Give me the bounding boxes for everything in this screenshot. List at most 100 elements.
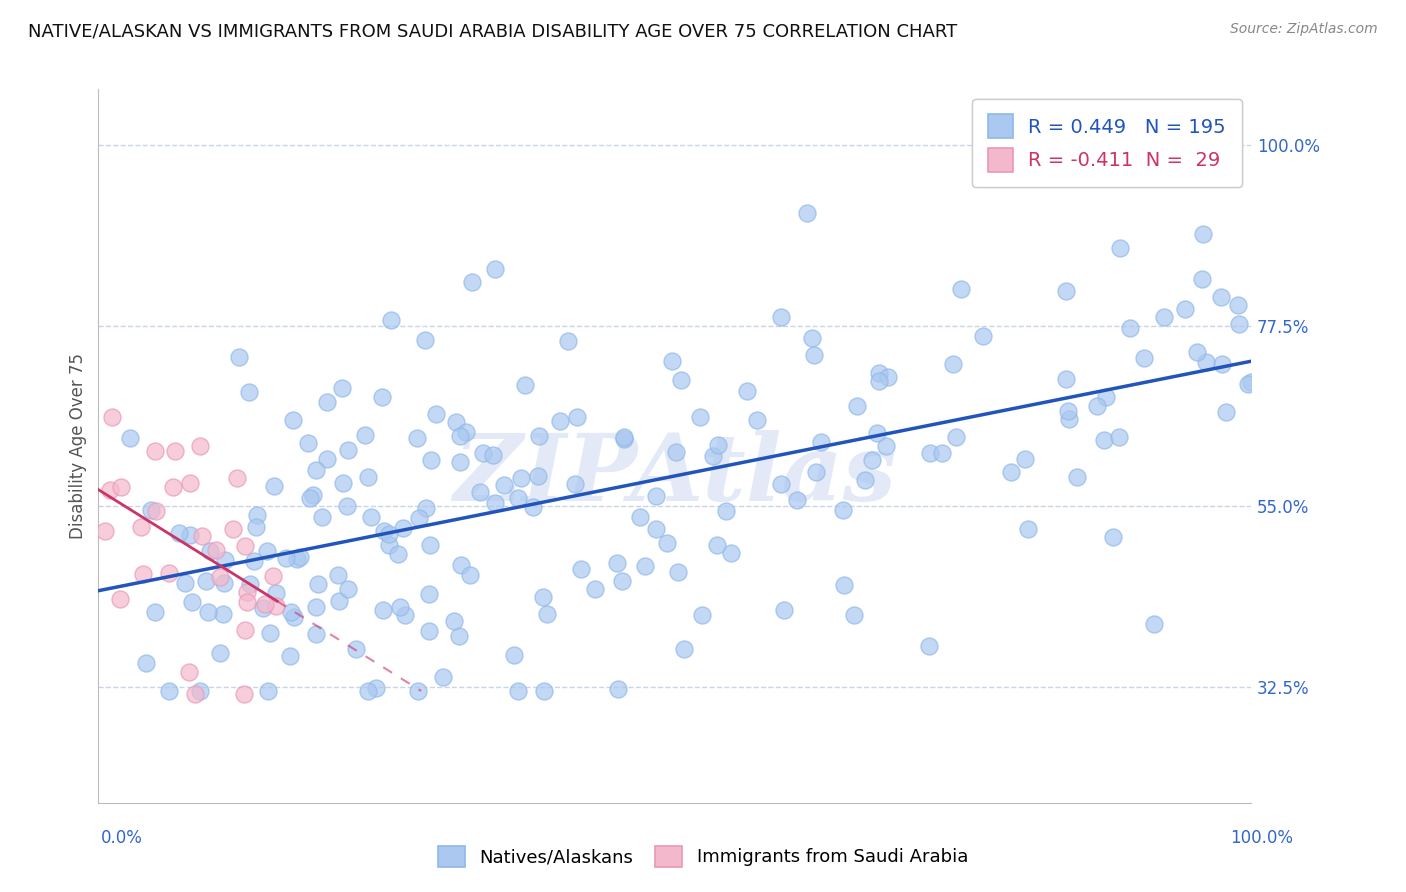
- Point: [606, 557, 628, 571]
- Point: [1017, 522, 1039, 536]
- Point: [226, 471, 249, 485]
- Point: [157, 683, 180, 698]
- Point: [1187, 344, 1209, 359]
- Point: [239, 576, 262, 591]
- Legend: R = 0.449   N = 195, R = -0.411  N =  29: R = 0.449 N = 195, R = -0.411 N = 29: [972, 99, 1241, 187]
- Point: [301, 488, 323, 502]
- Point: [456, 425, 478, 440]
- Point: [1057, 411, 1080, 425]
- Point: [612, 574, 634, 589]
- Point: [253, 597, 276, 611]
- Point: [371, 603, 394, 617]
- Point: [845, 399, 868, 413]
- Point: [1119, 320, 1142, 334]
- Point: [378, 526, 401, 541]
- Point: [212, 607, 235, 621]
- Point: [311, 510, 333, 524]
- Point: [565, 409, 588, 424]
- Point: [522, 500, 544, 514]
- Point: [531, 590, 554, 604]
- Point: [868, 366, 890, 380]
- Point: [877, 369, 900, 384]
- Point: [803, 348, 825, 362]
- Text: Source: ZipAtlas.com: Source: ZipAtlas.com: [1230, 22, 1378, 37]
- Point: [326, 567, 349, 582]
- Point: [804, 465, 827, 479]
- Point: [197, 605, 219, 619]
- Point: [1085, 400, 1108, 414]
- Point: [707, 438, 730, 452]
- Point: [449, 455, 471, 469]
- Point: [297, 436, 319, 450]
- Point: [288, 550, 311, 565]
- Point: [671, 373, 693, 387]
- Point: [159, 566, 181, 580]
- Point: [236, 595, 259, 609]
- Point: [1109, 241, 1132, 255]
- Point: [305, 463, 328, 477]
- Point: [450, 558, 472, 573]
- Point: [336, 442, 359, 457]
- Point: [419, 453, 441, 467]
- Point: [135, 656, 157, 670]
- Point: [1195, 355, 1218, 369]
- Point: [245, 520, 267, 534]
- Point: [633, 558, 655, 573]
- Point: [548, 414, 571, 428]
- Point: [208, 646, 231, 660]
- Point: [786, 492, 808, 507]
- Point: [513, 378, 536, 392]
- Point: [298, 491, 321, 505]
- Point: [200, 544, 222, 558]
- Point: [380, 313, 402, 327]
- Point: [394, 608, 416, 623]
- Point: [425, 407, 447, 421]
- Point: [1240, 375, 1263, 389]
- Point: [315, 394, 337, 409]
- Point: [529, 429, 551, 443]
- Point: [1153, 310, 1175, 325]
- Point: [1066, 469, 1088, 483]
- Point: [1174, 301, 1197, 316]
- Point: [458, 568, 481, 582]
- Point: [918, 640, 941, 654]
- Point: [661, 354, 683, 368]
- Point: [1108, 430, 1130, 444]
- Point: [378, 538, 401, 552]
- Point: [706, 538, 728, 552]
- Point: [875, 439, 897, 453]
- Point: [1226, 298, 1249, 312]
- Point: [645, 489, 668, 503]
- Point: [443, 615, 465, 629]
- Y-axis label: Disability Age Over 75: Disability Age Over 75: [69, 353, 87, 539]
- Point: [419, 538, 441, 552]
- Text: NATIVE/ALASKAN VS IMMIGRANTS FROM SAUDI ARABIA DISABILITY AGE OVER 75 CORRELATIO: NATIVE/ALASKAN VS IMMIGRANTS FROM SAUDI …: [28, 22, 957, 40]
- Point: [387, 547, 409, 561]
- Point: [862, 453, 884, 467]
- Point: [1211, 290, 1233, 304]
- Point: [194, 574, 217, 589]
- Point: [557, 334, 579, 349]
- Point: [214, 553, 236, 567]
- Point: [283, 610, 305, 624]
- Point: [406, 431, 429, 445]
- Point: [868, 375, 890, 389]
- Point: [278, 649, 301, 664]
- Point: [1133, 351, 1156, 366]
- Point: [832, 502, 855, 516]
- Point: [1227, 317, 1250, 331]
- Point: [408, 510, 430, 524]
- Point: [328, 594, 350, 608]
- Point: [444, 415, 467, 429]
- Point: [1057, 404, 1080, 418]
- Point: [406, 683, 429, 698]
- Point: [931, 446, 953, 460]
- Point: [447, 629, 470, 643]
- Point: [162, 480, 184, 494]
- Point: [143, 444, 166, 458]
- Point: [689, 409, 711, 424]
- Legend: Natives/Alaskans, Immigrants from Saudi Arabia: Natives/Alaskans, Immigrants from Saudi …: [430, 838, 976, 874]
- Point: [468, 485, 491, 500]
- Point: [418, 587, 440, 601]
- Point: [209, 570, 232, 584]
